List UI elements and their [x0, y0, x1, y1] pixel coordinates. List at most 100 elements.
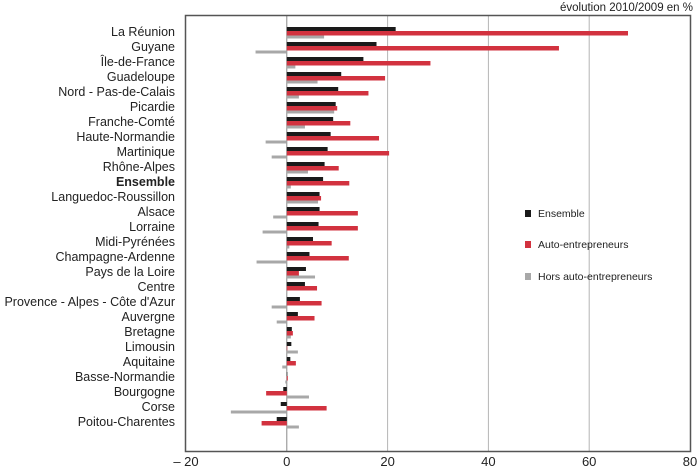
- bar-hors-auto-entrepreneurs: [286, 170, 308, 174]
- bar-auto-entrepreneurs: [286, 376, 288, 381]
- bar-auto-entrepreneurs: [286, 61, 431, 66]
- category-label: Bourgogne: [114, 385, 175, 399]
- bar-ensemble: [283, 387, 287, 391]
- bar-ensemble: [286, 312, 298, 316]
- bar-ensemble: [286, 162, 325, 166]
- bar-ensemble: [286, 267, 306, 271]
- bar-auto-entrepreneurs: [286, 76, 386, 81]
- legend-swatch: [525, 210, 531, 217]
- category-label: Guadeloupe: [107, 70, 175, 84]
- bar-auto-entrepreneurs: [286, 211, 358, 216]
- x-tick-label: – 20: [173, 454, 198, 468]
- bar-auto-entrepreneurs: [286, 136, 380, 141]
- bar-hors-auto-entrepreneurs: [255, 50, 287, 54]
- category-label: Corse: [142, 400, 175, 414]
- category-label: Picardie: [130, 100, 175, 114]
- category-label: Midi-Pyrénées: [95, 235, 175, 249]
- bar-hors-auto-entrepreneurs: [286, 110, 335, 114]
- x-tick-labels: – 20 0 20 40 60 80: [173, 454, 697, 468]
- bar-hors-auto-entrepreneurs: [286, 125, 305, 129]
- category-label: Languedoc-Roussillon: [51, 190, 175, 204]
- category-label: Rhône-Alpes: [103, 160, 175, 174]
- x-tick-label: 40: [481, 454, 495, 468]
- bar-auto-entrepreneurs: [286, 361, 296, 366]
- x-tick-label: 60: [582, 454, 596, 468]
- bar-hors-auto-entrepreneurs: [286, 395, 309, 399]
- bar-hors-auto-entrepreneurs: [286, 65, 296, 69]
- bar-ensemble: [286, 327, 292, 331]
- bar-ensemble: [286, 207, 320, 211]
- category-label: Bretagne: [124, 325, 175, 339]
- bar-auto-entrepreneurs: [286, 256, 349, 261]
- bar-auto-entrepreneurs: [286, 346, 288, 351]
- bar-hors-auto-entrepreneurs: [286, 80, 318, 84]
- category-label: Nord - Pas-de-Calais: [58, 85, 175, 99]
- category-label: La Réunion: [111, 25, 175, 39]
- bar-ensemble: [286, 342, 292, 346]
- bar-ensemble: [286, 117, 334, 121]
- category-label: Centre: [137, 280, 175, 294]
- category-label: Poitou-Charentes: [78, 415, 175, 429]
- bar-hors-auto-entrepreneurs: [273, 215, 287, 219]
- bar-ensemble: [286, 222, 319, 226]
- bar-auto-entrepreneurs: [286, 316, 315, 321]
- chart-title: évolution 2010/2009 en %: [560, 2, 693, 14]
- category-label: Basse-Normandie: [75, 370, 175, 384]
- category-labels: La RéunionGuyaneÎle-de-FranceGuadeloupeN…: [4, 25, 175, 429]
- bar-auto-entrepreneurs: [286, 241, 332, 246]
- bar-hors-auto-entrepreneurs: [285, 380, 287, 384]
- category-label: Franche-Comté: [88, 115, 175, 129]
- legend: Ensemble Auto-entrepreneurs Hors auto-entr…: [525, 208, 652, 283]
- bar-hors-auto-entrepreneurs: [286, 335, 291, 339]
- bar-auto-entrepreneurs: [286, 301, 322, 306]
- category-label: Limousin: [125, 340, 175, 354]
- bar-auto-entrepreneurs: [286, 181, 350, 186]
- category-label: Lorraine: [129, 220, 175, 234]
- bar-hors-auto-entrepreneurs: [282, 365, 287, 369]
- bar-auto-entrepreneurs: [286, 121, 351, 126]
- bar-hors-auto-entrepreneurs: [265, 140, 287, 144]
- x-tick-label: 80: [683, 454, 697, 468]
- bar-auto-entrepreneurs: [286, 271, 299, 276]
- category-label: Provence - Alpes - Côte d'Azur: [4, 295, 175, 309]
- bar-auto-entrepreneurs: [286, 196, 322, 201]
- grid-lines: [286, 16, 590, 451]
- bar-ensemble: [286, 297, 300, 301]
- bar-auto-entrepreneurs: [286, 46, 559, 51]
- bar-ensemble: [286, 192, 320, 196]
- x-tick-label: 0: [283, 454, 290, 468]
- bar-ensemble: [286, 27, 396, 31]
- bar-ensemble: [286, 237, 314, 241]
- x-tick-label: 20: [380, 454, 394, 468]
- legend-swatch: [525, 273, 531, 280]
- bar-hors-auto-entrepreneurs: [271, 155, 287, 159]
- bar-hors-auto-entrepreneurs: [286, 35, 325, 39]
- bar-ensemble: [286, 177, 324, 181]
- category-label: Île-de-France: [100, 54, 175, 69]
- bar-hors-auto-entrepreneurs: [276, 320, 287, 324]
- bar-auto-entrepreneurs: [286, 166, 339, 171]
- bar-auto-entrepreneurs: [286, 91, 369, 96]
- bar-ensemble: [286, 357, 291, 361]
- category-label: Champagne-Ardenne: [55, 250, 175, 264]
- bar-auto-entrepreneurs: [286, 286, 318, 291]
- bar-ensemble: [286, 282, 305, 286]
- bar-ensemble: [286, 102, 336, 106]
- bar-auto-entrepreneurs: [286, 151, 390, 156]
- bar-auto-entrepreneurs: [261, 421, 287, 426]
- legend-label: Auto-entrepreneurs: [538, 239, 628, 251]
- category-label: Ensemble: [116, 175, 175, 189]
- bar-auto-entrepreneurs: [266, 391, 287, 396]
- plot-frame: [184, 14, 692, 453]
- bar-hors-auto-entrepreneurs: [286, 275, 316, 279]
- category-label: Martinique: [117, 145, 175, 159]
- bar-hors-auto-entrepreneurs: [286, 245, 290, 249]
- legend-swatch: [525, 241, 531, 248]
- bar-hors-auto-entrepreneurs: [286, 425, 299, 429]
- bars: [230, 27, 629, 429]
- bar-hors-auto-entrepreneurs: [271, 305, 287, 309]
- category-label: Aquitaine: [123, 355, 175, 369]
- bar-ensemble: [286, 57, 364, 61]
- bar-ensemble: [286, 42, 377, 46]
- legend-label: Hors auto-entrepreneurs: [538, 271, 652, 283]
